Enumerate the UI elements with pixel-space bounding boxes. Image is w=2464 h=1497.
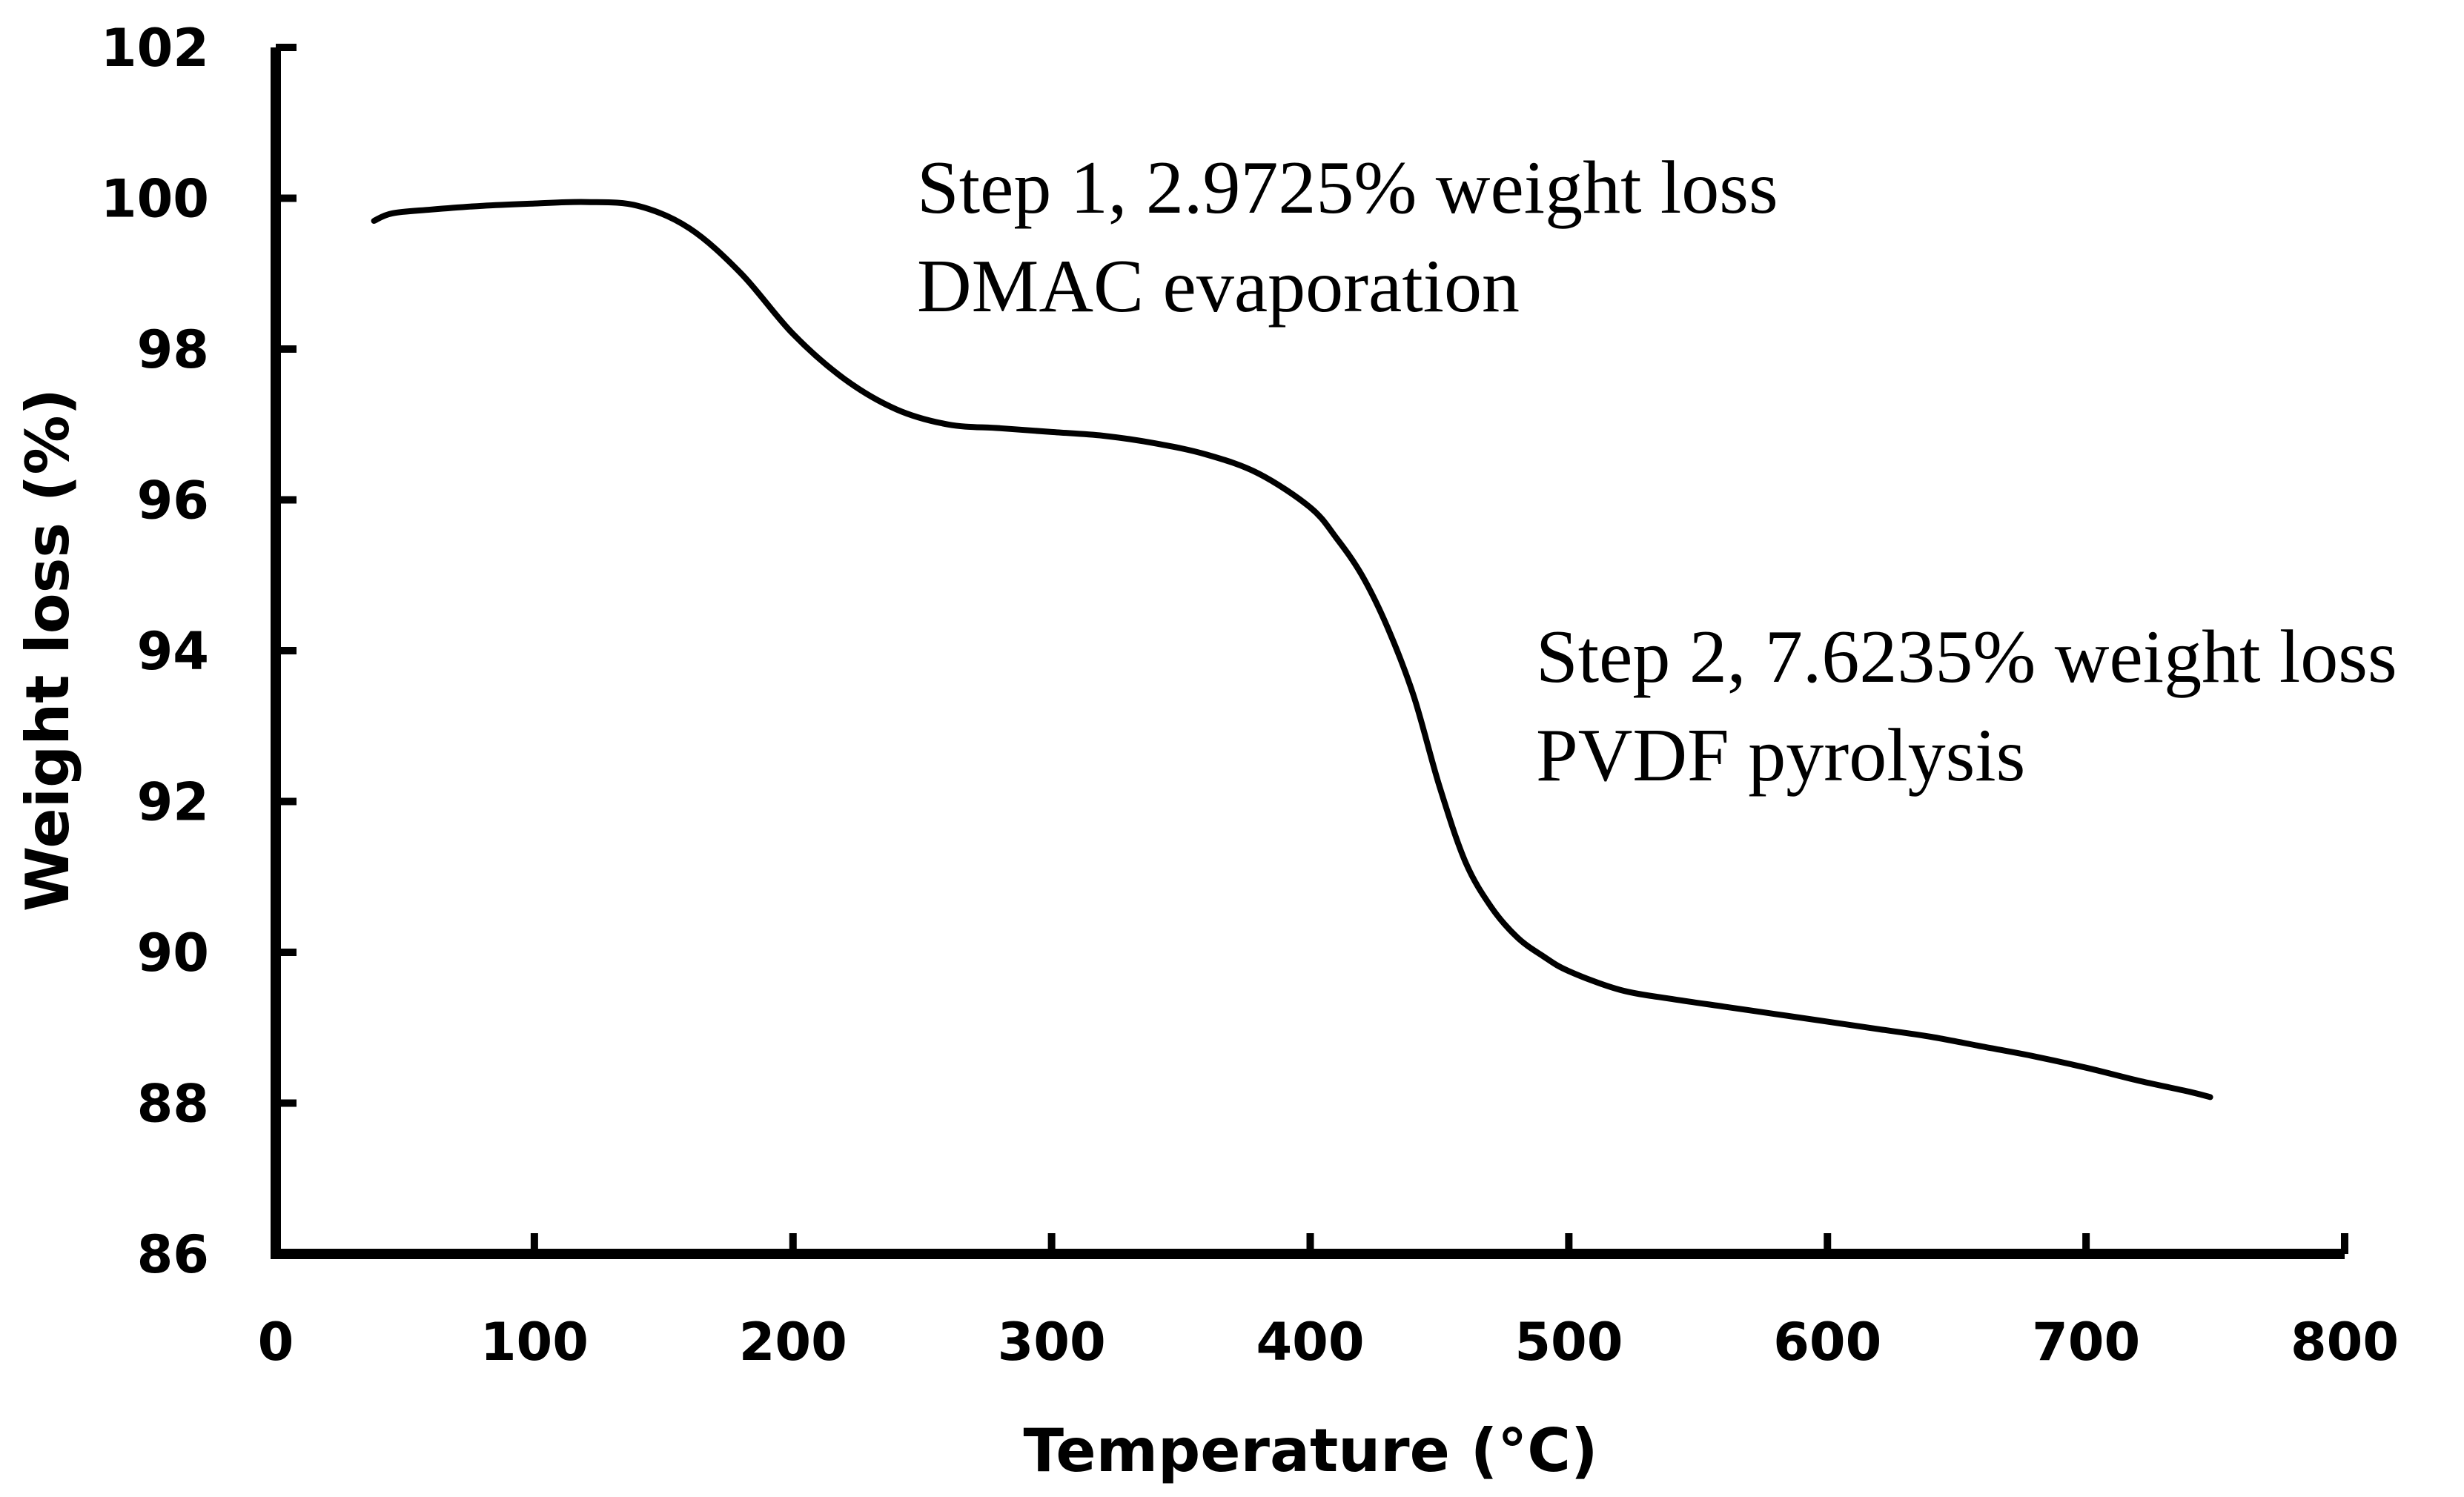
y-tick-label-98: 98 [137,319,209,380]
annotation-step-2-line-2: PVDF pyrolysis [1536,714,2025,797]
x-tick-label-300: 300 [998,1312,1106,1372]
annotation-step-1-line-2: DMAC evaporation [917,245,1520,328]
annotation-step-2: Step 2, 7.6235% weight loss PVDF pyrolys… [1536,615,2397,797]
x-tick-label-600: 600 [1773,1312,1881,1372]
series-line-tga [371,199,2213,1101]
annotation-step-1: Step 1, 2.9725% weight loss DMAC evapora… [917,146,1778,328]
y-axis-ticks: 86 88 90 92 94 96 98 100 102 [101,18,297,1285]
y-tick-label-86: 86 [137,1224,209,1285]
y-tick-label-88: 88 [137,1074,209,1135]
y-tick-label-96: 96 [137,471,209,531]
x-tick-label-400: 400 [1256,1312,1364,1372]
x-axis-ticks: 0 100 200 300 400 500 600 700 800 [258,1233,2399,1372]
x-tick-label-500: 500 [1514,1312,1623,1372]
annotation-step-1-line-1: Step 1, 2.9725% weight loss [917,146,1778,230]
annotation-step-2-line-1: Step 2, 7.6235% weight loss [1536,615,2397,699]
y-axis-title: Weight loss (%) [13,388,82,912]
y-tick-label-100: 100 [101,169,209,230]
x-axis-title: Temperature (°C) [1023,1416,1597,1485]
x-tick-label-800: 800 [2291,1312,2399,1372]
y-tick-label-102: 102 [101,18,209,79]
y-tick-label-94: 94 [137,621,209,682]
x-tick-label-700: 700 [2032,1312,2140,1372]
y-tick-label-90: 90 [137,923,209,983]
x-tick-label-200: 200 [739,1312,847,1372]
y-tick-label-92: 92 [137,772,209,833]
x-tick-label-0: 0 [258,1312,294,1372]
x-tick-label-100: 100 [480,1312,589,1372]
